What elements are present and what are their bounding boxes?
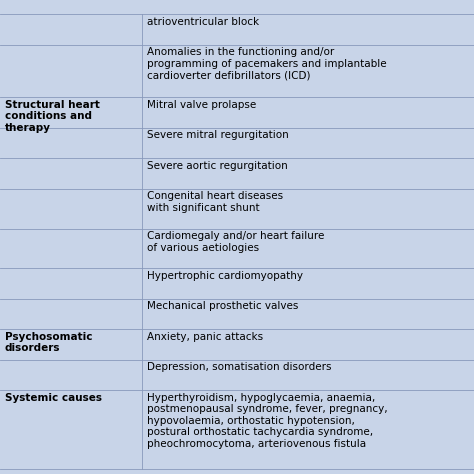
Text: atrioventricular block: atrioventricular block: [147, 17, 259, 27]
Text: Hypertrophic cardiomyopathy: Hypertrophic cardiomyopathy: [147, 271, 303, 281]
Text: Depression, somatisation disorders: Depression, somatisation disorders: [147, 362, 331, 372]
Text: Severe aortic regurgitation: Severe aortic regurgitation: [147, 161, 288, 171]
Text: Systemic causes: Systemic causes: [5, 392, 102, 402]
Text: Anomalies in the functioning and/or
programming of pacemakers and implantable
ca: Anomalies in the functioning and/or prog…: [147, 47, 387, 80]
Text: Mechanical prosthetic valves: Mechanical prosthetic valves: [147, 301, 298, 311]
Text: Congenital heart diseases
with significant shunt: Congenital heart diseases with significa…: [147, 191, 283, 213]
Text: Mitral valve prolapse: Mitral valve prolapse: [147, 100, 256, 110]
Text: Hyperthyroidism, hypoglycaemia, anaemia,
postmenopausal syndrome, fever, pregnan: Hyperthyroidism, hypoglycaemia, anaemia,…: [147, 392, 388, 449]
Text: Severe mitral regurgitation: Severe mitral regurgitation: [147, 130, 289, 140]
Text: Structural heart
conditions and
therapy: Structural heart conditions and therapy: [5, 100, 100, 133]
Text: Cardiomegaly and/or heart failure
of various aetiologies: Cardiomegaly and/or heart failure of var…: [147, 231, 324, 253]
Text: Anxiety, panic attacks: Anxiety, panic attacks: [147, 332, 263, 342]
Text: Psychosomatic
disorders: Psychosomatic disorders: [5, 332, 92, 353]
